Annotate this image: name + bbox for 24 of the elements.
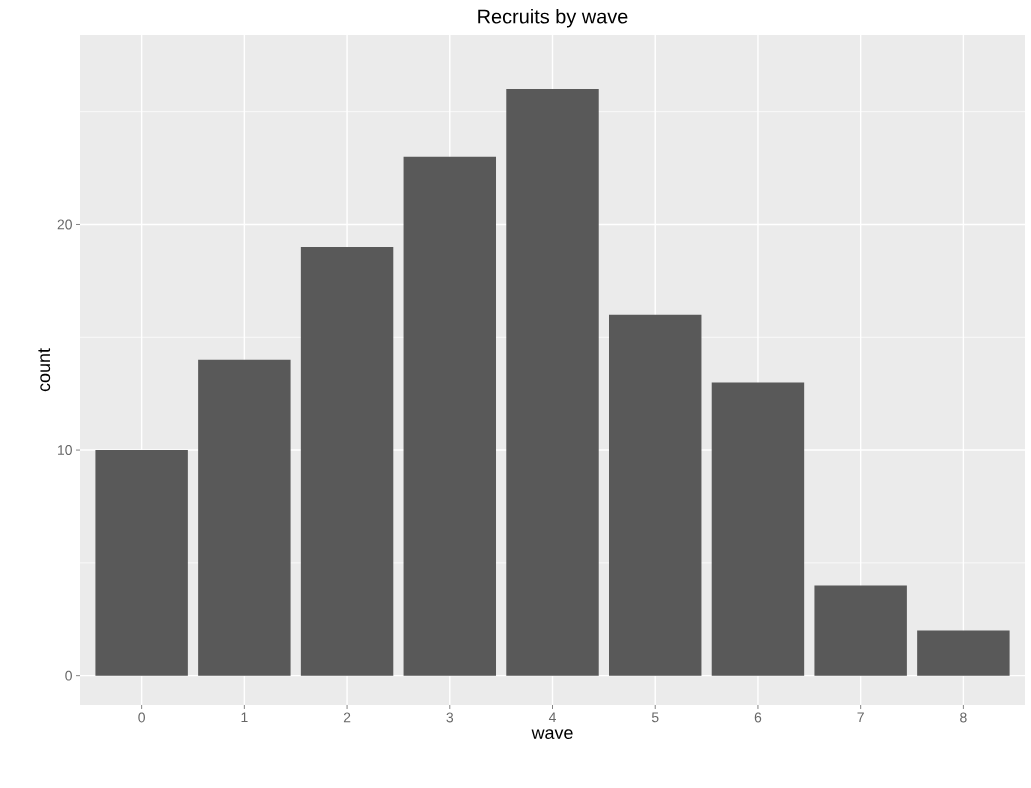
x-tick-label: 0 [138, 712, 145, 723]
x-tick-label: 5 [651, 712, 659, 723]
bar [917, 630, 1010, 676]
y-tick-label: 0 [65, 670, 72, 681]
x-tick-label: 1 [241, 712, 248, 723]
y-tick-label: 10 [58, 445, 72, 456]
x-tick-label: 3 [446, 712, 454, 723]
chart-title: Recruits by wave [478, 8, 628, 28]
bar [711, 382, 805, 676]
x-tick-label: 2 [343, 712, 351, 723]
y-tick-label: 20 [57, 219, 72, 230]
bar [300, 247, 394, 676]
bar [814, 585, 907, 676]
x-tick-label: 6 [754, 712, 762, 723]
bar [95, 450, 188, 676]
bar [198, 359, 291, 676]
x-tick-label: 8 [960, 712, 967, 723]
x-tick-label: 4 [548, 712, 556, 723]
bar [403, 156, 497, 676]
bar [506, 89, 599, 676]
x-axis-title: wave [531, 729, 573, 740]
x-tick-label: 7 [857, 712, 864, 723]
bar [609, 314, 702, 676]
y-axis-title: count [38, 348, 51, 392]
